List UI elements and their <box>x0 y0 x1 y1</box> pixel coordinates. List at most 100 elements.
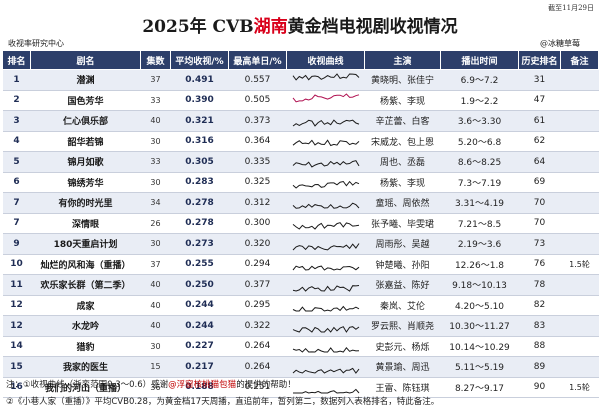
cell-history: 82 <box>518 295 561 316</box>
cell-period: 2.19～3.6 <box>440 233 519 255</box>
cell-drama: 猎豹 <box>30 336 141 357</box>
header-cast: 主演 <box>364 50 441 70</box>
rating-curve-line <box>292 265 359 271</box>
cell-max: 0.251 <box>228 377 287 398</box>
cell-cast: 童瑶、周依然 <box>364 192 441 214</box>
cell-note <box>560 315 599 337</box>
cell-curve <box>286 254 365 275</box>
header-row: 排名 剧名 集数 平均收视/% 最高单日/% 收视曲线 主演 播出时间 历史排名… <box>2 50 599 70</box>
table-row: 7 深情眼 26 0.278 0.300 张予曦、毕雯珺 7.21～8.5 70 <box>2 213 599 234</box>
table-row: 1 潜渊 37 0.491 0.557 黄晓明、张佳宁 6.9～7.2 31 <box>2 69 599 91</box>
cell-history: 47 <box>518 90 561 111</box>
cell-period: 10.30～11.27 <box>440 315 519 337</box>
cell-avg: 0.244 <box>170 315 229 337</box>
table-row: 12 水龙吟 40 0.244 0.322 罗云熙、肖顺尧 10.30～11.27 83 <box>2 315 599 337</box>
cell-cast: 史彭元、杨烁 <box>364 336 441 357</box>
cell-curve <box>286 131 365 152</box>
cell-max: 0.335 <box>228 151 287 173</box>
source-label: 收视率研究中心 <box>8 39 64 48</box>
cell-period: 5.20～6.8 <box>440 131 519 152</box>
cell-episodes: 30 <box>140 131 171 152</box>
rating-curve-line <box>292 347 359 353</box>
cell-avg: 0.217 <box>170 356 229 378</box>
cell-episodes: 33 <box>140 151 171 173</box>
cell-curve <box>286 90 365 111</box>
header-note: 备注 <box>560 50 599 70</box>
cell-max: 0.294 <box>228 254 287 275</box>
cell-avg: 0.283 <box>170 172 229 193</box>
cell-avg: 0.491 <box>170 69 229 91</box>
rating-sparkline-icon <box>292 367 359 374</box>
rating-sparkline-icon <box>292 119 359 127</box>
table-row: 11 欢乐家长群（第二季） 40 0.250 0.377 张嘉益、陈好 9.18～10.13… <box>2 274 599 296</box>
page-title: 2025年 CVB湖南黄金档电视剧收视情况 <box>0 12 600 37</box>
cell-history: 78 <box>518 274 561 296</box>
cell-max: 0.312 <box>228 192 287 214</box>
cell-episodes: 37 <box>140 69 171 91</box>
cell-avg: 0.278 <box>170 213 229 234</box>
footer1-highlight: @浮窗核桃猫包猫 <box>168 380 237 390</box>
table-row: 10 灿烂的风和海（重播） 37 0.255 0.294 钟楚曦、孙阳 12.26～1.8 7… <box>2 254 599 275</box>
footer1-suffix: 的提供的帮助！ <box>236 380 296 390</box>
cell-max: 0.505 <box>228 90 287 111</box>
cell-rank: 1 <box>2 69 31 91</box>
cell-drama: 我们的河山（重播） <box>30 377 141 398</box>
cell-cast: 钟楚曦、孙阳 <box>364 254 441 275</box>
cell-drama: 180天重启计划 <box>30 233 141 255</box>
cell-history: 31 <box>518 69 561 91</box>
cell-note <box>560 110 599 132</box>
cell-history: 69 <box>518 172 561 193</box>
cell-max: 0.364 <box>228 131 287 152</box>
cell-avg: 0.227 <box>170 336 229 357</box>
table-row: 3 仁心俱乐部 40 0.321 0.373 辛芷蕾、白客 3.6～3.30 61 <box>2 110 599 132</box>
cell-note <box>560 274 599 296</box>
header-episodes: 集数 <box>140 50 171 70</box>
footer-note-2: ②《小巷人家（重播）》平均CVB0.28，为黄金档17天周播，直追前年，暂列第二… <box>6 395 439 407</box>
footer-note-1: 注：①收视曲线（浙变范围0.3～0.6）感谢@浮窗核桃猫包猫的提供的帮助！ <box>6 378 296 390</box>
cell-note: 1.5轮 <box>560 377 599 398</box>
rating-curve-line <box>292 305 359 312</box>
cell-avg: 0.316 <box>170 131 229 152</box>
cell-episodes: 40 <box>140 315 171 337</box>
cell-rank: 6 <box>2 172 31 193</box>
cell-drama: 有你的时光里 <box>30 192 141 214</box>
table-row: 4 韶华若锦 30 0.316 0.364 宋威龙、包上恩 5.20～6.8 62 <box>2 131 599 152</box>
cell-cast: 罗云熙、肖顺尧 <box>364 315 441 337</box>
header-max: 最高单日/% <box>228 50 287 70</box>
title-suffix: 黄金档电视剧收视情况 <box>287 17 458 37</box>
cell-history: 70 <box>518 213 561 234</box>
cell-max: 0.557 <box>228 69 287 91</box>
header-avg: 平均收视/% <box>170 50 229 70</box>
cell-avg: 0.250 <box>170 274 229 296</box>
rating-curve-line <box>292 222 359 230</box>
rating-curve-line <box>292 72 359 81</box>
cell-rank: 16 <box>2 377 31 398</box>
rating-sparkline-icon <box>292 305 359 312</box>
cell-drama: 韶华若锦 <box>30 131 141 152</box>
cell-period: 5.11～5.19 <box>440 356 519 378</box>
cell-max: 0.320 <box>228 233 287 255</box>
cell-history: 88 <box>518 336 561 357</box>
table-row: 12 成家 40 0.244 0.295 秦岚、艾伦 4.20～5.10 82 <box>2 295 599 316</box>
cell-history: 83 <box>518 315 561 337</box>
cell-avg: 0.390 <box>170 90 229 111</box>
rating-curve-line <box>292 159 359 168</box>
cell-cast: 黄景瑜、周迅 <box>364 356 441 378</box>
cell-period: 4.20～5.10 <box>440 295 519 316</box>
rating-curve-line <box>292 325 359 333</box>
cell-curve <box>286 315 365 337</box>
cell-note <box>560 69 599 91</box>
cell-episodes: 40 <box>140 110 171 132</box>
cell-curve <box>286 274 365 296</box>
cell-history: 64 <box>518 151 561 173</box>
cell-curve <box>286 110 365 132</box>
cell-note <box>560 336 599 357</box>
cell-note <box>560 172 599 193</box>
header-period: 播出时间 <box>440 50 519 70</box>
cell-period: 3.6～3.30 <box>440 110 519 132</box>
cell-curve <box>286 336 365 357</box>
header-rank: 排名 <box>2 50 31 70</box>
rating-curve-line <box>292 284 359 292</box>
cell-curve <box>286 233 365 255</box>
cell-episodes: 30 <box>140 233 171 255</box>
